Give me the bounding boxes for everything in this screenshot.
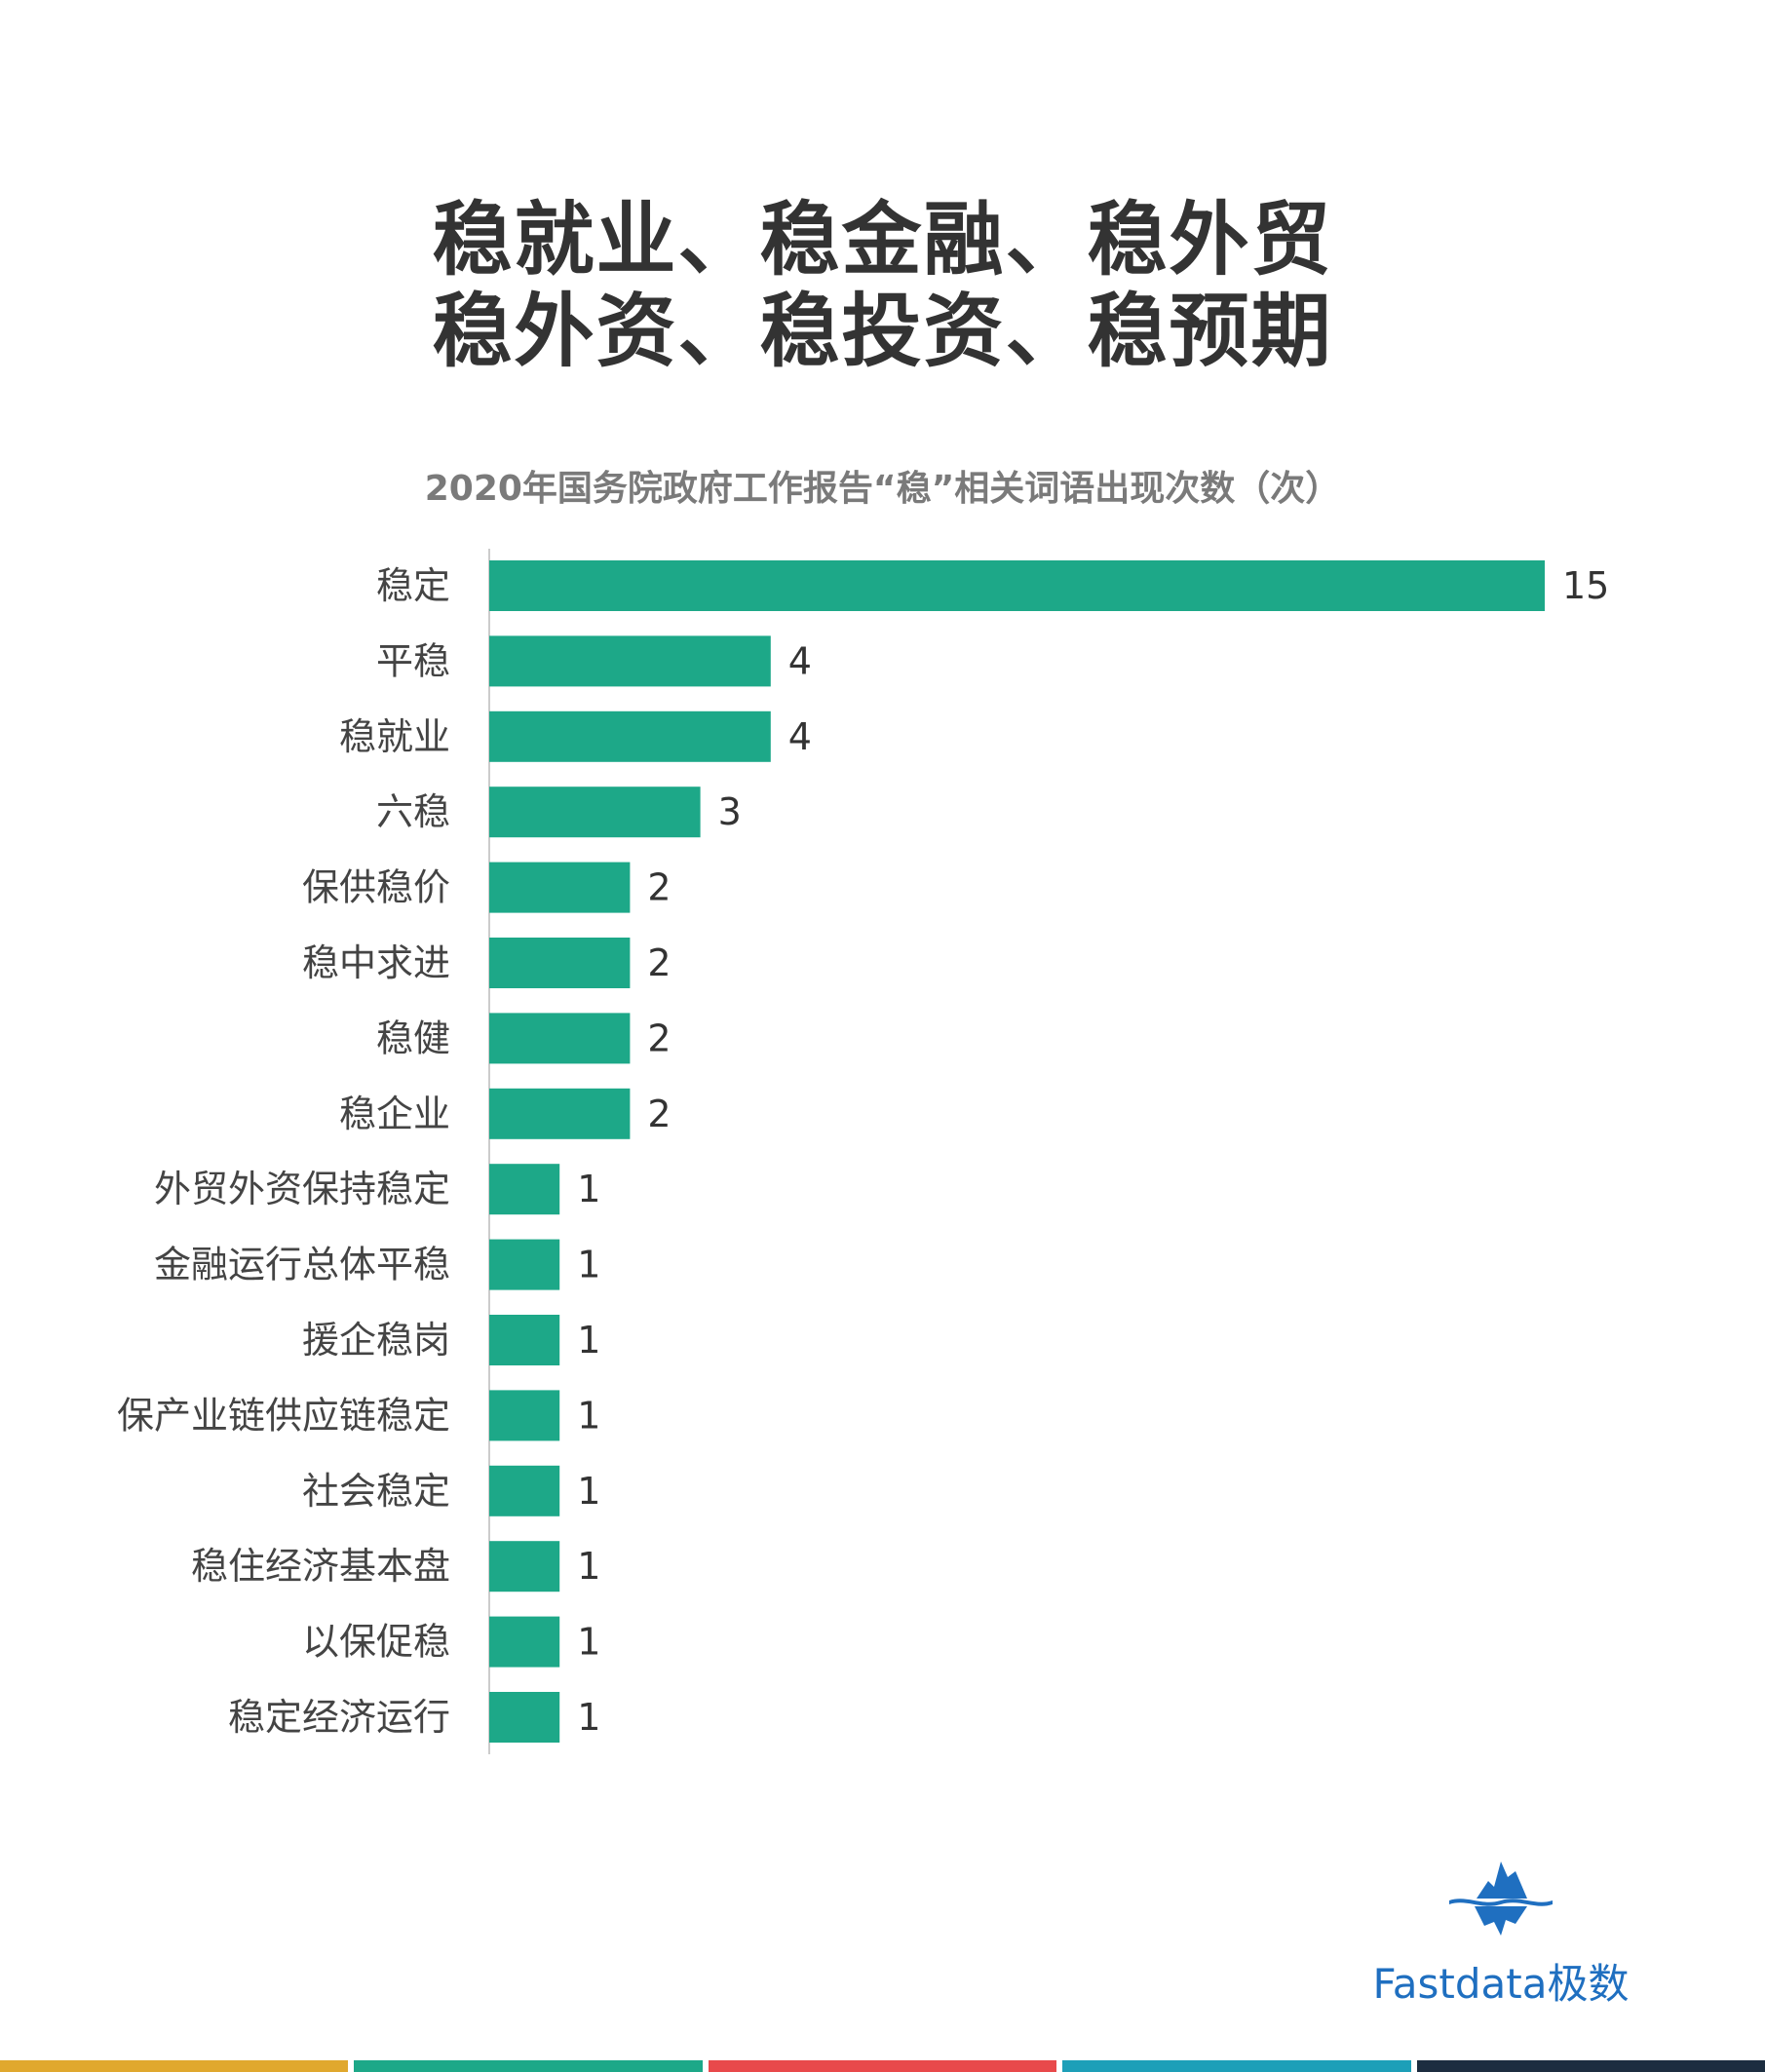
category-label: 稳中求进 — [302, 941, 450, 984]
bar-12 — [489, 1390, 560, 1441]
category-label: 社会稳定 — [302, 1470, 450, 1513]
bar-14 — [489, 1541, 560, 1592]
bars-group: 稳定 15 平稳 4 稳就业 4 六稳 3 保供稳价 2 稳中求进 2 稳健 2 稳企业 2 外贸外资保持稳定 1… — [117, 560, 1609, 1743]
headline: 稳就业、稳金融、稳外贸 稳外资、稳投资、稳预期 — [0, 195, 1765, 378]
bar-3 — [489, 710, 771, 762]
fastdata-logo: Fastdata极数 — [1360, 1842, 1642, 2008]
value-label: 4 — [788, 715, 812, 758]
value-label: 1 — [577, 1696, 600, 1739]
bar-15 — [489, 1616, 560, 1668]
bar-9 — [489, 1164, 560, 1215]
category-label: 稳定 — [376, 564, 450, 607]
value-label: 1 — [577, 1470, 600, 1513]
headline-line-2: 稳外资、稳投资、稳预期 — [432, 286, 1333, 378]
bar-8 — [489, 1088, 631, 1139]
value-label: 3 — [718, 790, 742, 833]
headline-line-1: 稳就业、稳金融、稳外贸 — [432, 194, 1333, 287]
category-label: 援企稳岗 — [302, 1319, 450, 1362]
bar-6 — [489, 938, 631, 988]
value-label: 4 — [788, 639, 812, 682]
value-label: 2 — [647, 866, 671, 909]
footer-stripe-5 — [1416, 2060, 1765, 2072]
bar-1 — [489, 560, 1545, 611]
category-label: 稳企业 — [339, 1093, 450, 1135]
value-label: 2 — [647, 1093, 671, 1135]
value-label: 1 — [577, 1168, 600, 1210]
value-label: 1 — [577, 1394, 600, 1437]
footer-stripe-1 — [0, 2060, 349, 2072]
bar-10 — [489, 1239, 560, 1290]
bar-5 — [489, 862, 631, 913]
value-label: 2 — [647, 941, 671, 984]
category-label: 以保促稳 — [302, 1621, 450, 1664]
value-label: 1 — [577, 1319, 600, 1362]
value-label: 2 — [647, 1017, 671, 1059]
footer-stripes — [0, 2060, 1765, 2072]
bar-13 — [489, 1465, 560, 1516]
category-label: 稳定经济运行 — [228, 1696, 450, 1739]
bar-2 — [489, 635, 771, 687]
category-label: 六稳 — [376, 790, 450, 833]
category-label: 保产业链供应链稳定 — [117, 1394, 450, 1437]
value-label: 1 — [577, 1545, 600, 1588]
bar-16 — [489, 1692, 560, 1743]
value-label: 15 — [1562, 564, 1609, 607]
footer-stripe-2 — [354, 2060, 703, 2072]
category-label: 稳健 — [376, 1017, 450, 1059]
chart-title: 2020年国务院政府工作报告“稳”相关词语出现次数（次） — [424, 469, 1341, 509]
value-label: 1 — [577, 1244, 600, 1286]
category-label: 外贸外资保持稳定 — [154, 1168, 450, 1210]
category-label: 平稳 — [376, 639, 450, 682]
iceberg-logo-icon — [1449, 1861, 1553, 1936]
category-label: 稳住经济基本盘 — [191, 1545, 450, 1588]
logo-text: Fastdata极数 — [1372, 1960, 1630, 2008]
category-label: 稳就业 — [339, 715, 450, 758]
bar-11 — [489, 1315, 560, 1365]
footer-stripe-3 — [708, 2060, 1057, 2072]
category-label: 保供稳价 — [302, 866, 450, 909]
category-label: 金融运行总体平稳 — [154, 1244, 450, 1286]
bar-7 — [489, 1013, 631, 1064]
footer-stripe-4 — [1062, 2060, 1411, 2072]
value-label: 1 — [577, 1621, 600, 1664]
bar-4 — [489, 787, 701, 838]
